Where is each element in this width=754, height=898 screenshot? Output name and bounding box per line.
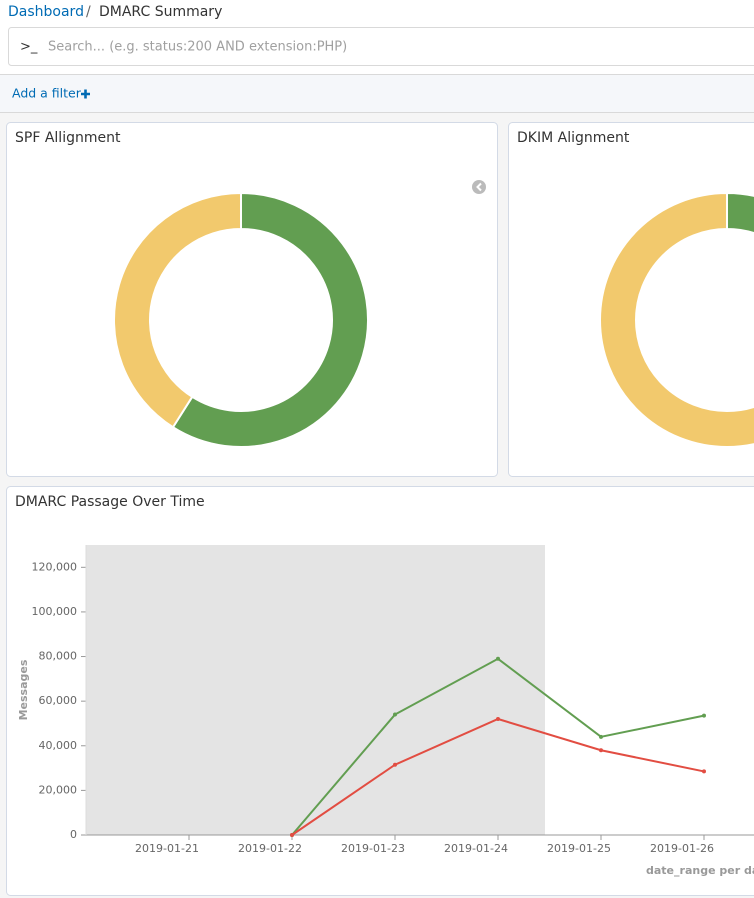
add-filter[interactable]: Add a filter — [12, 86, 82, 101]
x-tick-label: 2019-01-22 — [238, 842, 302, 855]
panel-title: SPF Allignment — [15, 130, 121, 146]
point — [393, 763, 397, 767]
y-tick-label: 80,000 — [39, 650, 78, 663]
x-tick-label: 2019-01-23 — [341, 842, 405, 855]
filter-bar — [0, 75, 754, 113]
point — [496, 717, 500, 721]
point — [599, 735, 603, 739]
panel-title: DMARC Passage Over Time — [15, 494, 205, 510]
x-tick-label: 2019-01-26 — [650, 842, 714, 855]
x-tick-label: 2019-01-24 — [444, 842, 508, 855]
legend-toggle[interactable] — [472, 180, 486, 194]
y-tick-label: 20,000 — [39, 783, 78, 796]
point — [496, 657, 500, 661]
breadcrumb-separator: / — [86, 4, 91, 20]
x-tick-label: 2019-01-25 — [547, 842, 611, 855]
panel-title: DKIM Alignment — [517, 130, 630, 146]
breadcrumb-current: DMARC Summary — [99, 4, 222, 20]
y-tick-label: 40,000 — [39, 739, 78, 752]
x-axis-label: date_range per day — [646, 864, 754, 877]
y-tick-label: 0 — [70, 828, 77, 841]
point — [702, 769, 706, 773]
point — [599, 748, 603, 752]
y-tick-label: 60,000 — [39, 694, 78, 707]
brush-area — [86, 545, 545, 835]
search-prompt: >_ — [20, 40, 38, 55]
y-axis-label: Messages — [17, 659, 30, 720]
search-placeholder: Search... (e.g. status:200 AND extension… — [48, 40, 347, 55]
x-tick-label: 2019-01-21 — [135, 842, 199, 855]
y-tick-label: 100,000 — [32, 605, 78, 618]
point — [702, 714, 706, 718]
y-tick-label: 120,000 — [32, 560, 78, 573]
point — [290, 833, 294, 837]
breadcrumb-link[interactable]: Dashboard — [8, 4, 84, 20]
point — [393, 713, 397, 717]
